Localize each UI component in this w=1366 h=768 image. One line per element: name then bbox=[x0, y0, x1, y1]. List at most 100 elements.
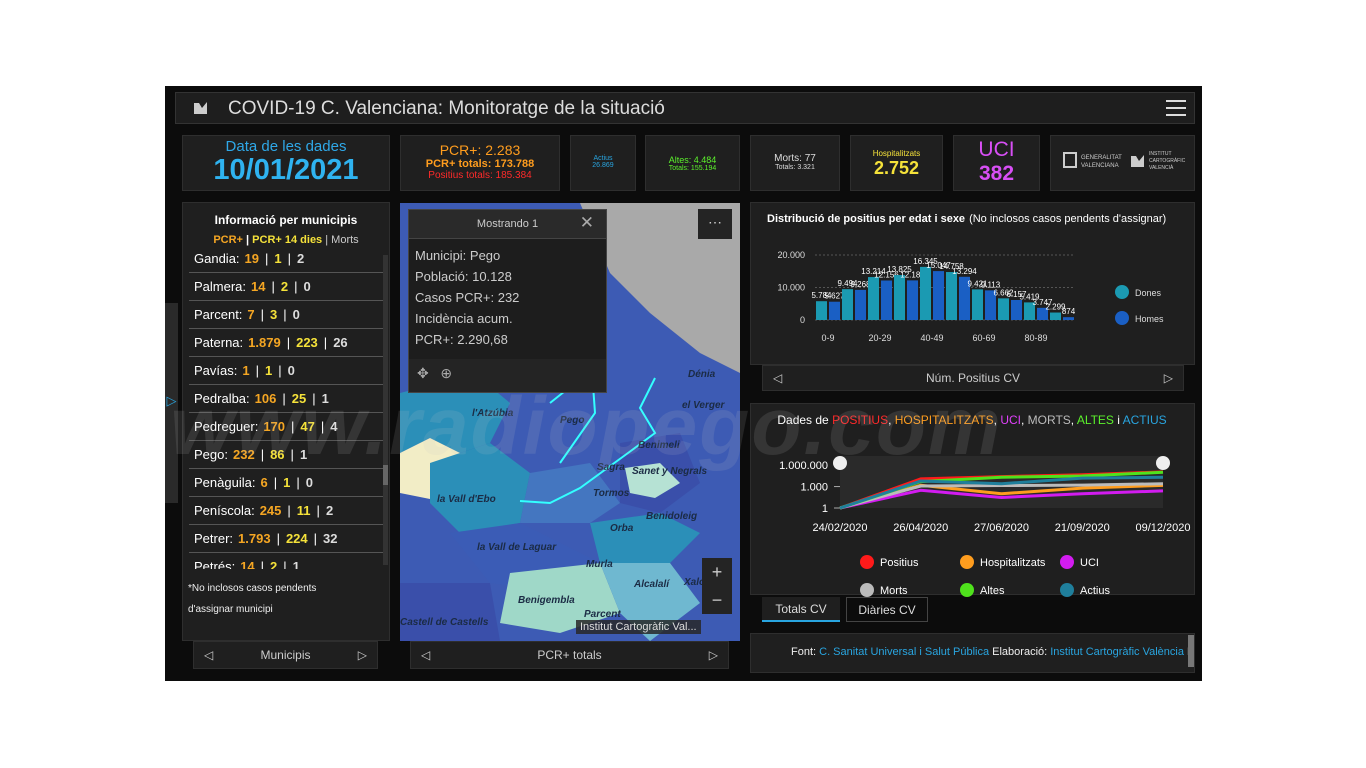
title-part: POSITIUS bbox=[832, 413, 888, 427]
x-tick-label: 40-49 bbox=[920, 333, 943, 343]
footer-label: PCR+ totals bbox=[537, 648, 602, 662]
map-footer: ◁ PCR+ totals ▷ bbox=[410, 641, 729, 669]
separator: | bbox=[273, 475, 278, 490]
municipis-legend: PCR+ | PCR+ 14 dies | Morts bbox=[183, 234, 389, 246]
popup-title: Mostrando 1 bbox=[409, 210, 606, 239]
bar bbox=[1024, 302, 1035, 320]
logo-text: VALENCIANA bbox=[1081, 163, 1119, 169]
value-label: 5.784 bbox=[811, 291, 832, 300]
map-menu[interactable]: ⋯ bbox=[698, 209, 732, 239]
prev-button[interactable]: ◁ bbox=[421, 648, 431, 662]
bar bbox=[959, 276, 970, 320]
next-button[interactable]: ▷ bbox=[357, 648, 367, 662]
value-label: 9.421 bbox=[967, 279, 988, 288]
source-text: Elaboració: bbox=[989, 646, 1051, 658]
legend-label[interactable]: UCI bbox=[1080, 557, 1099, 569]
source-link[interactable]: Institut Cartogràfic València bbox=[1050, 646, 1184, 658]
next-button[interactable]: ▷ bbox=[708, 648, 718, 662]
legend-label[interactable]: Positius bbox=[880, 557, 919, 569]
app-icon bbox=[194, 102, 207, 114]
bar bbox=[881, 280, 892, 320]
title-part: ACTIUS bbox=[1123, 413, 1167, 427]
value-label: 16.345 bbox=[913, 257, 938, 266]
bar bbox=[1050, 312, 1061, 320]
municipis-list: Gandia: 19 | 1 | 2 Palmera: 14 | 2 | 0 Parcent: 7 | 3 | 0… bbox=[189, 251, 383, 569]
value: 2 bbox=[297, 251, 305, 266]
altes-card: Altes: 4.484 Totals: 155.194 bbox=[645, 135, 740, 191]
municipi-row: Pavías: 1 | 1 | 0 bbox=[189, 357, 383, 385]
municipis-footer: ◁ Municipis ▷ bbox=[193, 641, 378, 669]
value: 1 bbox=[299, 447, 308, 462]
gva-logo bbox=[1063, 152, 1077, 168]
separator: | bbox=[323, 335, 328, 350]
range-handle[interactable] bbox=[1156, 456, 1170, 470]
name: Petrés: bbox=[194, 559, 236, 569]
legend-label[interactable]: Altes bbox=[980, 585, 1005, 597]
map-label: Xaló bbox=[683, 577, 705, 588]
popup-line: Incidència acum. bbox=[415, 311, 513, 326]
y-tick-label: 10.000 bbox=[777, 283, 805, 293]
legend-label[interactable]: Actius bbox=[1080, 585, 1110, 597]
title-part: , bbox=[1021, 413, 1028, 427]
legend-label[interactable]: Morts bbox=[880, 585, 908, 597]
menu-button[interactable] bbox=[1166, 99, 1186, 117]
map-label: Sanet y Negrals bbox=[632, 466, 707, 477]
separator: | bbox=[265, 251, 269, 266]
name: Petrer: bbox=[194, 531, 234, 546]
age-footer: ◁ Núm. Positius CV ▷ bbox=[762, 365, 1184, 391]
map-panel[interactable]: Dénia el Verger l'Atzúbia Pego Benimeli … bbox=[400, 203, 740, 641]
title-part: , bbox=[994, 413, 1001, 427]
separator: | bbox=[312, 391, 316, 406]
bar bbox=[933, 271, 944, 320]
value: 1 bbox=[274, 251, 282, 266]
zoom-controls[interactable]: + − bbox=[702, 558, 732, 614]
bar bbox=[946, 272, 957, 320]
value-label: 13.294 bbox=[952, 267, 977, 276]
title-part: Dades de bbox=[777, 413, 832, 427]
logo-text: CARTOGRÀFIC bbox=[1149, 158, 1186, 164]
popup-close[interactable]: ✕ bbox=[579, 213, 594, 232]
bar bbox=[1037, 307, 1048, 320]
legend-swatch bbox=[960, 583, 974, 597]
tab[interactable]: Diàries CV bbox=[846, 597, 928, 622]
map-label: Sagra bbox=[597, 462, 625, 473]
scrollbar[interactable] bbox=[383, 255, 388, 565]
next-button[interactable]: ▷ bbox=[1163, 371, 1173, 385]
x-tick-label: 09/12/2020 bbox=[1135, 522, 1190, 534]
value: 0 bbox=[303, 279, 311, 294]
map-label: Parcent bbox=[584, 609, 621, 620]
value: 2 bbox=[280, 279, 289, 294]
name: Penàguila: bbox=[194, 475, 256, 490]
x-tick-label: 27/06/2020 bbox=[974, 522, 1029, 534]
logo-text: GENERALITAT bbox=[1081, 155, 1122, 161]
value: 32 bbox=[323, 531, 338, 546]
legend-swatch bbox=[1115, 311, 1129, 325]
actius-label: Actius bbox=[593, 155, 613, 162]
separator: | bbox=[278, 363, 282, 378]
prev-button[interactable]: ◁ bbox=[773, 371, 783, 385]
legend-label[interactable]: Hospitalitzats bbox=[980, 557, 1046, 569]
value: 7 bbox=[247, 307, 255, 322]
scrollbar[interactable] bbox=[1188, 635, 1194, 667]
series-line bbox=[839, 488, 1164, 510]
region bbox=[400, 583, 500, 641]
source-link[interactable]: C. Sanitat Universal i Salut Pública bbox=[819, 646, 990, 658]
region bbox=[590, 513, 700, 563]
value: 19 bbox=[244, 251, 260, 266]
value: 14 bbox=[240, 559, 255, 569]
popup-actions[interactable]: ✥ ⊕ bbox=[417, 365, 453, 381]
prev-button[interactable]: ◁ bbox=[204, 648, 214, 662]
name: Pego: bbox=[194, 447, 228, 462]
altes-totals: Totals: 155.194 bbox=[668, 165, 717, 172]
range-handle[interactable] bbox=[833, 456, 847, 470]
value: 1 bbox=[283, 475, 291, 490]
value-label: 12.156 bbox=[874, 270, 899, 279]
series-line bbox=[839, 475, 1164, 510]
map-label: l'Atzúbia bbox=[472, 408, 514, 419]
region bbox=[625, 463, 680, 498]
x-tick-label: 20-29 bbox=[868, 333, 891, 343]
tab[interactable]: Totals CV bbox=[762, 597, 840, 622]
value: 223 bbox=[296, 335, 318, 350]
title: Distribució de positius per edat i sexe bbox=[767, 213, 965, 225]
side-tab[interactable]: ▷ bbox=[165, 303, 178, 503]
